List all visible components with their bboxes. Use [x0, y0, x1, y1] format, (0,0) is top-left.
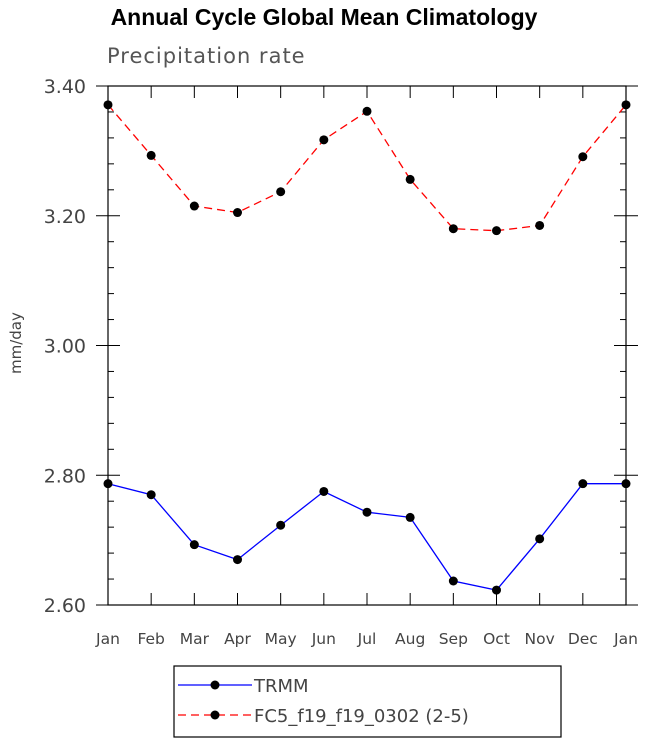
x-tick-label: May	[265, 630, 297, 648]
x-tick-label: Jun	[311, 630, 336, 648]
data-point-1	[189, 201, 199, 211]
series-line-0	[107, 483, 626, 591]
data-point-0	[276, 520, 286, 530]
data-point-1	[233, 208, 242, 218]
data-point-0	[621, 479, 631, 489]
x-tick-label: Sep	[439, 630, 468, 648]
y-tick-label: 2.80	[44, 465, 86, 487]
x-tick-label: Oct	[483, 630, 510, 648]
x-tick-label: Feb	[137, 630, 164, 648]
x-tick-label: Jan	[95, 630, 120, 648]
legend-label-fc5: FC5_f19_f19_0302 (2-5)	[254, 706, 469, 727]
data-point-1	[405, 174, 415, 184]
data-point-0	[535, 534, 545, 544]
data-point-1	[621, 100, 631, 110]
data-point-1	[276, 187, 286, 197]
x-tick-label: Jul	[357, 630, 377, 648]
data-point-0	[448, 576, 458, 586]
data-point-1	[319, 135, 329, 145]
data-point-1	[103, 100, 113, 110]
x-tick-label: Nov	[525, 630, 555, 648]
x-tick-label: Aug	[395, 630, 425, 648]
series-line-1	[107, 104, 627, 232]
y-tick-label: 3.00	[44, 336, 86, 358]
data-point-1	[535, 220, 545, 230]
data-point-0	[362, 507, 372, 517]
chart-title: Annual Cycle Global Mean Climatology	[110, 4, 538, 30]
legend: TRMM FC5_f19_f19_0302 (2-5)	[173, 665, 562, 738]
legend-label-trmm: TRMM	[253, 676, 309, 697]
data-point-0	[103, 479, 113, 489]
data-point-0	[319, 486, 329, 496]
x-tick-label: Jan	[613, 630, 638, 648]
legend-marker-fc5	[210, 710, 220, 720]
data-point-0	[146, 490, 156, 500]
data-point-0	[492, 585, 501, 595]
data-point-1	[362, 106, 372, 116]
x-tick-label: Apr	[224, 630, 251, 648]
y-tick-label: 3.40	[44, 76, 86, 98]
data-point-1	[492, 226, 501, 236]
series-group	[103, 100, 631, 595]
data-point-0	[578, 479, 588, 489]
legend-box	[173, 665, 562, 738]
y-tick-label: 2.60	[44, 595, 86, 617]
x-tick-label: Mar	[180, 630, 210, 648]
data-point-1	[448, 224, 458, 234]
y-tick-label: 3.20	[44, 206, 86, 228]
chart-subtitle: Precipitation rate	[107, 44, 306, 68]
data-point-0	[405, 512, 415, 522]
data-point-1	[146, 150, 156, 160]
legend-marker-trmm	[210, 680, 220, 690]
data-point-0	[233, 555, 242, 565]
x-tick-label: Dec	[568, 630, 598, 648]
data-point-1	[578, 152, 588, 162]
axes-group: 2.60 2.80 3.00 3.20 3.40 Jan Feb Mar Apr May Jun Ju…	[44, 76, 638, 648]
data-point-0	[189, 540, 199, 550]
